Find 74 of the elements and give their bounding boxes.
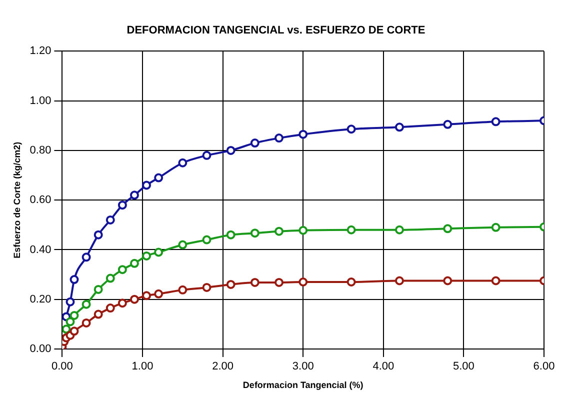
point [274,134,284,143]
point [202,282,212,292]
point [154,248,164,257]
x-tick-label: 4.00 [372,360,394,373]
point [118,200,127,210]
point [62,324,71,334]
point [274,226,284,236]
point [66,297,75,306]
point [394,276,404,286]
point [70,326,79,336]
point [70,275,79,284]
point [142,251,152,260]
point [443,276,452,286]
point [346,225,356,234]
point [66,317,75,326]
point [94,310,103,319]
x-tick-label: 3.00 [292,360,314,373]
point [142,291,152,300]
x-axis-title: Deformacion Tangencial (%) [242,380,364,390]
point [394,225,404,234]
point [178,285,188,294]
point [346,277,356,286]
point [226,146,236,155]
point [274,278,284,287]
point [226,280,236,289]
point [118,265,127,274]
point [154,289,164,298]
chart-title: DEFORMACION TANGENCIAL vs. ESFUERZO DE CORTE [126,24,426,37]
point [118,298,127,308]
point [178,240,188,250]
point [202,235,212,244]
y-tick-label: 0.80 [30,144,52,156]
point [443,120,452,129]
y-tick-label: 0.20 [30,293,52,306]
point [202,150,212,160]
point [491,276,500,286]
y-tick-label: 0.60 [30,194,52,206]
point [94,284,103,294]
point [250,278,260,287]
point [491,117,500,126]
y-axis-title: Esfuerzo de Corte (kg/cm2) [12,142,22,258]
point [94,230,103,240]
y-tick-label: 0.40 [30,244,52,256]
point [70,311,79,320]
x-tick-label: 1.00 [132,360,154,373]
point [130,258,139,268]
point [443,224,452,234]
y-tick-label: 1.00 [30,94,52,107]
point [130,190,139,200]
point [130,294,139,304]
point [142,180,152,190]
point [178,158,188,168]
x-tick-label: 0.00 [52,360,73,373]
point [250,228,260,238]
point [346,124,356,134]
x-tick-label: 6.00 [533,360,555,373]
point [394,122,404,132]
x-tick-label: 5.00 [452,360,474,373]
point [298,277,308,286]
point [82,252,91,262]
point [82,318,91,328]
point [106,215,115,224]
x-tick-label: 2.00 [212,360,234,373]
point [154,173,164,182]
point [298,130,308,139]
point [106,274,115,283]
y-tick-label: 0.00 [30,343,52,356]
point [82,300,91,309]
point [491,222,500,232]
point [298,226,308,235]
point [250,138,260,148]
point [226,230,236,240]
point [106,304,115,313]
y-tick-label: 1.20 [30,45,52,58]
